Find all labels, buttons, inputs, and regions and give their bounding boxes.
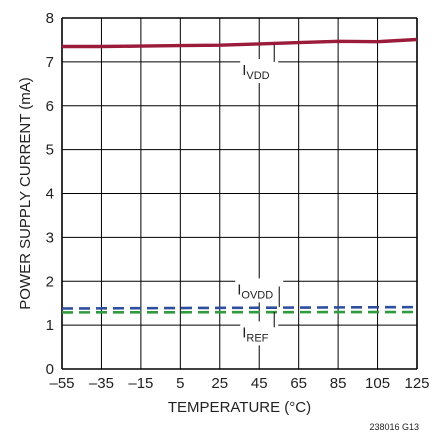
grid: [61, 17, 418, 370]
series-label-iovdd: IOVDD: [237, 281, 273, 301]
x-tick-label: –15: [128, 375, 153, 392]
x-tick-label: –35: [89, 375, 114, 392]
x-tick-label: 85: [330, 375, 347, 392]
y-tick-label: 0: [46, 361, 54, 378]
y-tick-label: 8: [46, 10, 54, 27]
series-label-background: [240, 59, 279, 84]
x-tick-label: 25: [211, 375, 228, 392]
series-layer: [61, 37, 418, 314]
figure-code: 238016 G13: [369, 422, 419, 432]
x-axis-label: TEMPERATURE (°C): [168, 399, 311, 416]
y-tick-label: 1: [46, 317, 54, 334]
x-tick-label: 65: [290, 375, 307, 392]
y-axis-label: POWER SUPPLY CURRENT (mA): [17, 77, 34, 310]
y-tick-label: 7: [46, 54, 54, 71]
y-tick-label: 5: [46, 142, 54, 159]
x-tick-label: 105: [365, 375, 390, 392]
x-tick-label: 5: [176, 375, 184, 392]
x-tick-label: 125: [404, 375, 429, 392]
y-tick-label: 3: [46, 229, 54, 246]
y-tick-label: 6: [46, 98, 54, 115]
series-label-background: [235, 278, 284, 303]
series-label-iref: IREF: [242, 324, 268, 344]
series-label-ivdd: IVDD: [242, 62, 269, 82]
series-line-iovdd: [61, 305, 418, 310]
series-label-background: [240, 321, 279, 346]
series-labels: IVDD IOVDD IREF: [235, 44, 284, 346]
series-line-ivdd: [62, 37, 418, 49]
y-tick-label: 4: [46, 186, 54, 203]
x-tick-label: 45: [251, 375, 268, 392]
y-tick-label: 2: [46, 273, 54, 290]
x-tick-label: –55: [49, 375, 74, 392]
